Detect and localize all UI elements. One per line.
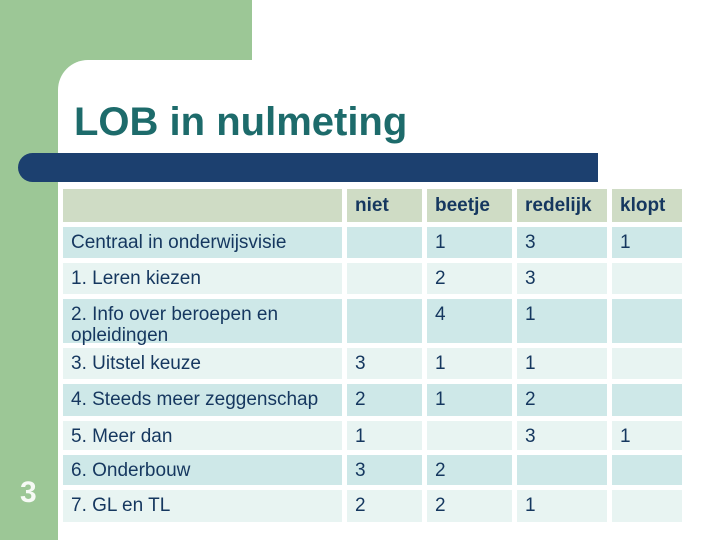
cell-value <box>612 384 682 416</box>
row-label: 2. Info over beroepen en opleidingen <box>63 299 342 346</box>
cell-value <box>347 227 422 258</box>
column-header-niet: niet <box>347 189 422 222</box>
row-label: Centraal in onderwijsvisie <box>63 227 342 258</box>
row-label: 5. Meer dan <box>63 421 342 450</box>
cell-value <box>612 299 682 343</box>
results-table: niet beetje redelijk klopt Centraal in o… <box>63 189 682 522</box>
cell-value: 2 <box>427 263 512 294</box>
cell-value: 2 <box>427 490 512 522</box>
cell-value: 2 <box>347 384 422 416</box>
cell-value: 2 <box>427 455 512 485</box>
cell-value: 1 <box>347 421 422 450</box>
column-header-klopt: klopt <box>612 189 682 222</box>
cell-value: 1 <box>612 421 682 450</box>
cell-value: 2 <box>347 490 422 522</box>
column-header-blank <box>63 189 342 222</box>
column-header-redelijk: redelijk <box>517 189 607 222</box>
cell-value: 3 <box>517 227 607 258</box>
cell-value: 1 <box>612 227 682 258</box>
row-label: 4. Steeds meer zeggenschap <box>63 384 342 416</box>
cell-value <box>347 263 422 294</box>
row-label: 1. Leren kiezen <box>63 263 342 294</box>
cell-value: 3 <box>347 455 422 485</box>
page-number: 3 <box>20 476 37 509</box>
row-label: 3. Uitstel keuze <box>63 348 342 379</box>
cell-value <box>612 455 682 485</box>
row-label: 6. Onderbouw <box>63 455 342 485</box>
cell-value <box>517 455 607 485</box>
cell-value: 2 <box>517 384 607 416</box>
page-title: LOB in nulmeting <box>74 100 408 144</box>
cell-value: 1 <box>517 490 607 522</box>
cell-value <box>427 421 512 450</box>
cell-value: 4 <box>427 299 512 343</box>
cell-value <box>612 348 682 379</box>
cell-value: 1 <box>427 348 512 379</box>
cell-value: 1 <box>427 384 512 416</box>
column-header-beetje: beetje <box>427 189 512 222</box>
cell-value: 3 <box>517 421 607 450</box>
cell-value: 3 <box>517 263 607 294</box>
cell-value: 1 <box>517 299 607 343</box>
title-accent-bar <box>18 153 598 182</box>
cell-value: 1 <box>427 227 512 258</box>
row-label: 7. GL en TL <box>63 490 342 522</box>
cell-value: 1 <box>517 348 607 379</box>
cell-value: 3 <box>347 348 422 379</box>
cell-value <box>612 263 682 294</box>
cell-value <box>612 490 682 522</box>
cell-value <box>347 299 422 343</box>
